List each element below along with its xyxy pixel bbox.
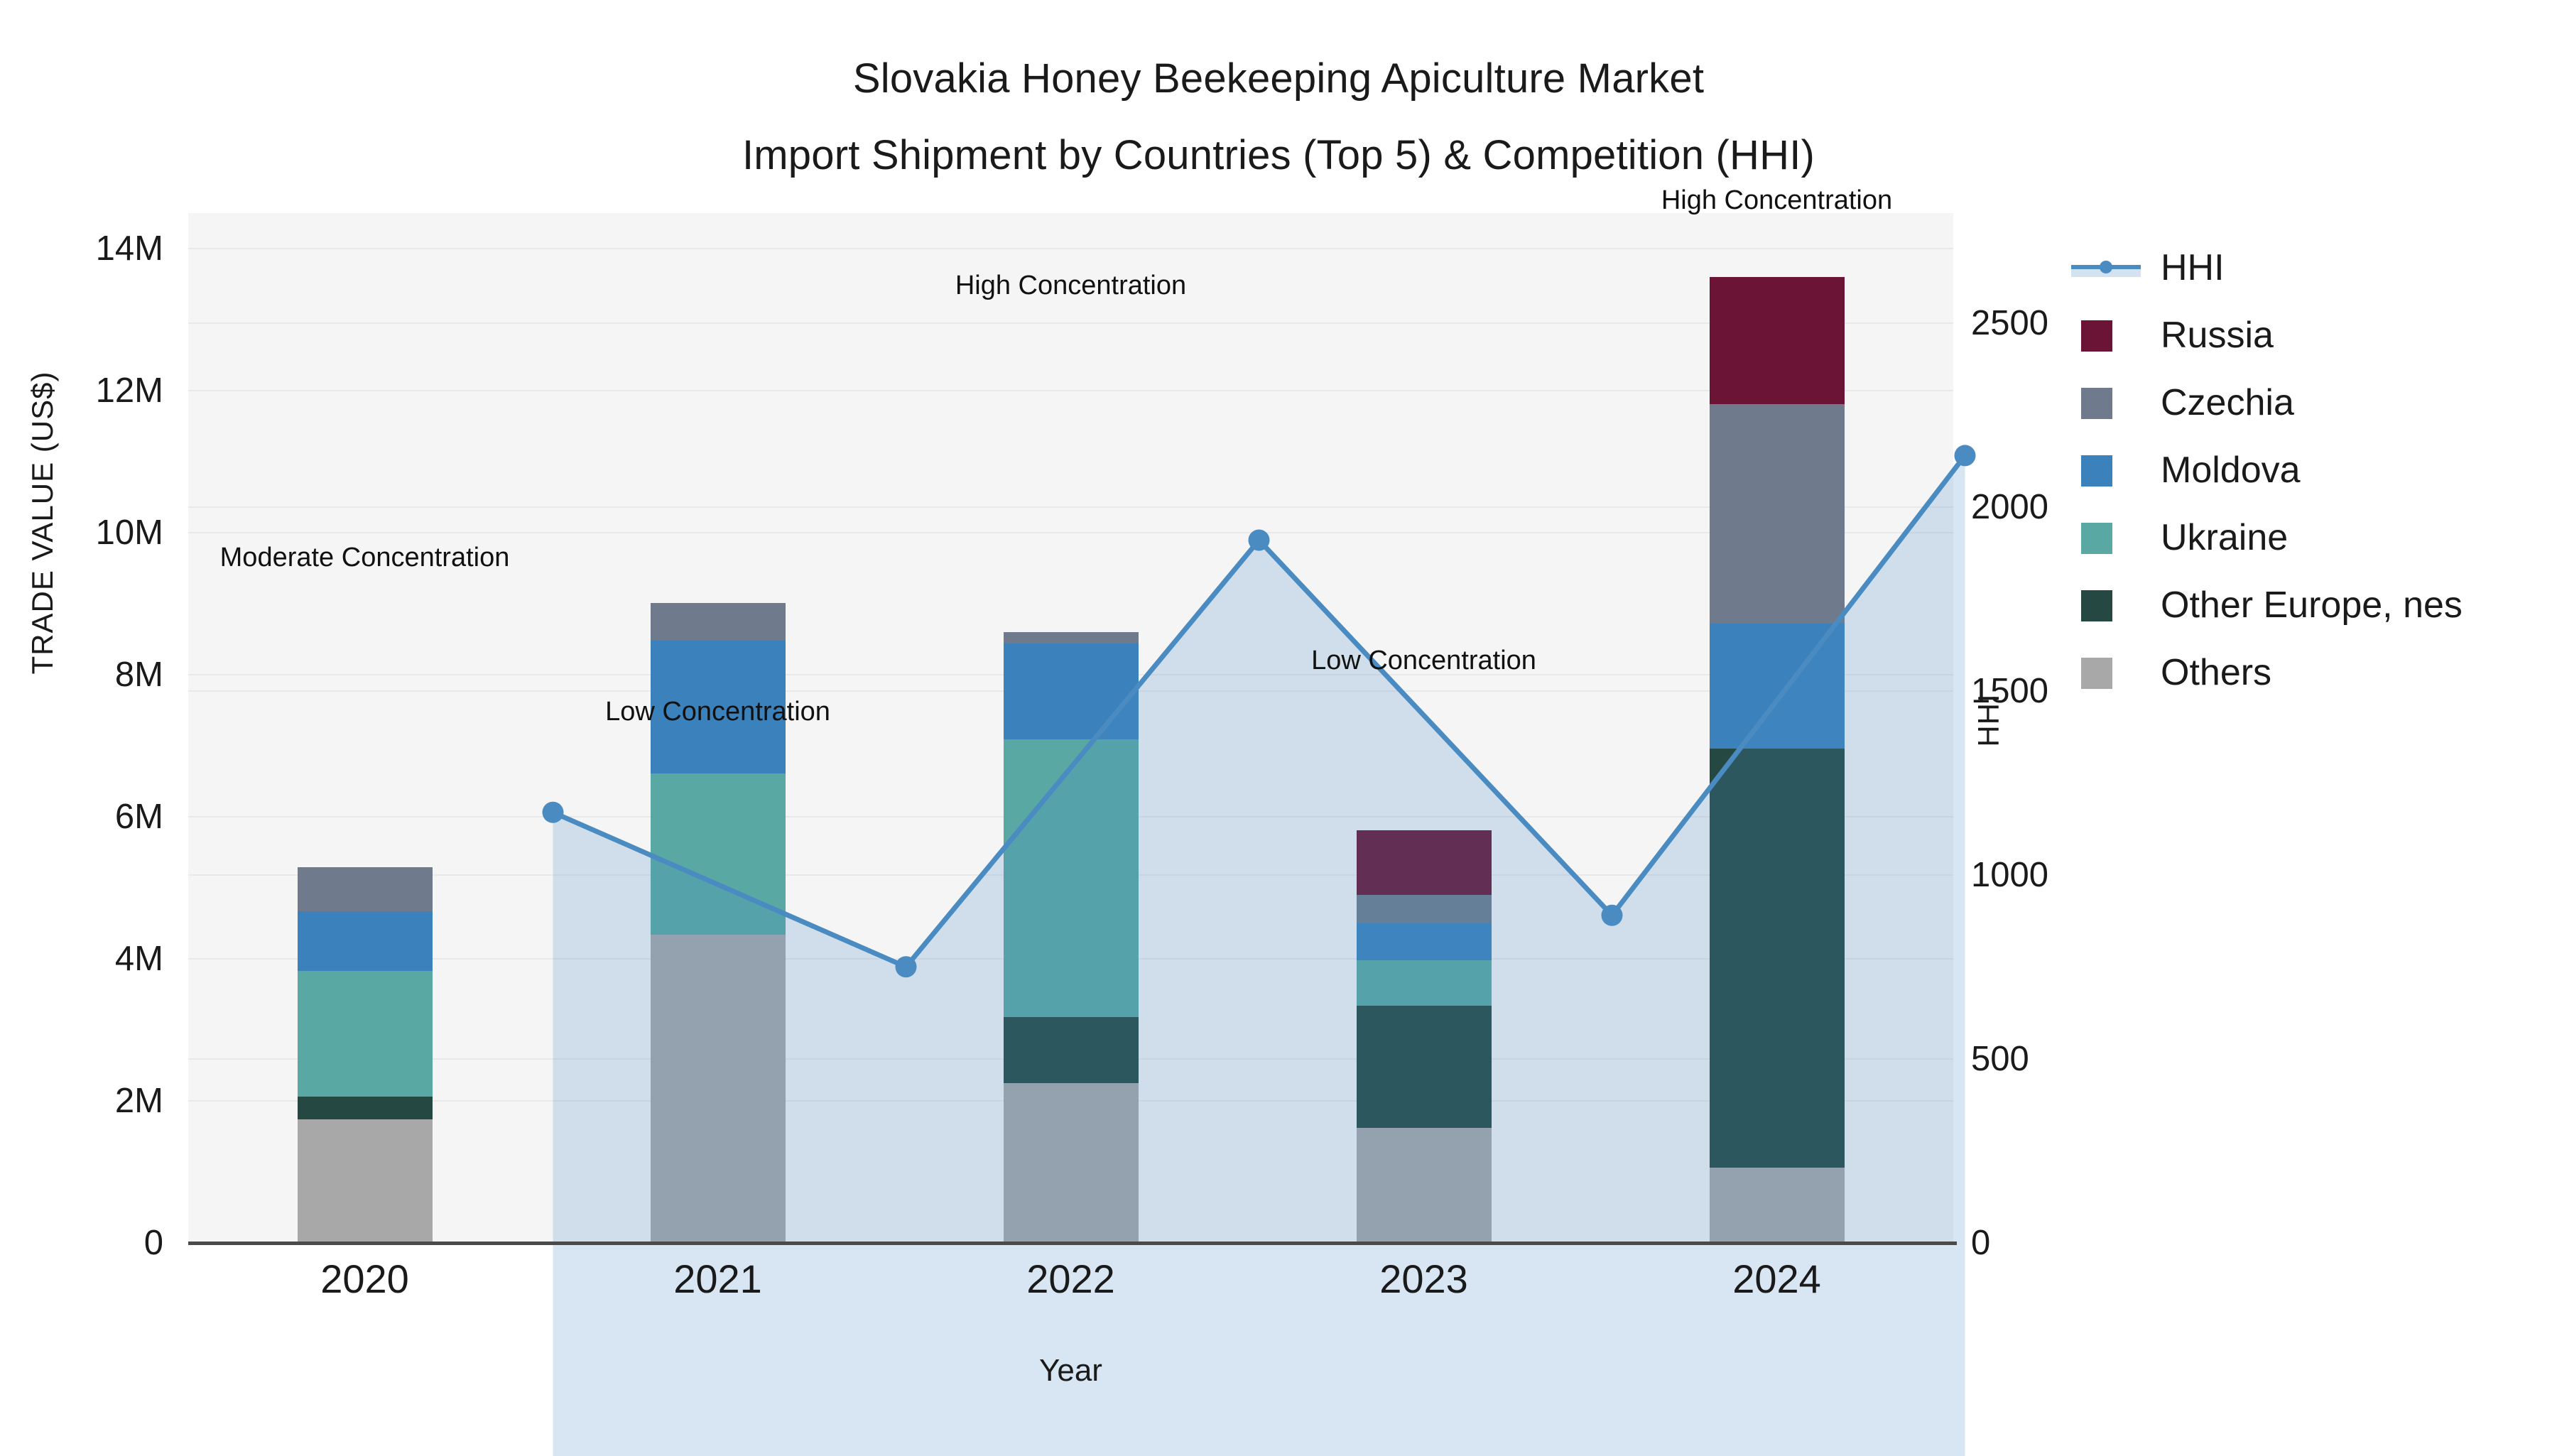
bar-segment[interactable] — [297, 971, 433, 1097]
bar-segment[interactable] — [650, 773, 786, 935]
y-axis-left-tick: 6M — [114, 798, 163, 836]
legend-label: Others — [2161, 652, 2272, 693]
bar-segment[interactable] — [297, 1119, 433, 1243]
bar-segment[interactable] — [1356, 830, 1492, 895]
y-axis-left-tick: 2M — [114, 1082, 163, 1120]
y-axis-right-tick: 500 — [1971, 1040, 2029, 1079]
gridline — [188, 248, 1953, 249]
legend-label: Ukraine — [2161, 517, 2289, 558]
concentration-label: Low Concentration — [1311, 645, 1536, 675]
y-axis-right-label: HHI — [1972, 693, 2005, 747]
bar-segment[interactable] — [297, 1097, 433, 1119]
x-axis-tick: 2023 — [1379, 1256, 1468, 1301]
legend-label: HHI — [2161, 247, 2225, 288]
x-axis-label: Year — [1039, 1353, 1102, 1388]
legend-item-hhi[interactable]: HHI — [2071, 234, 2543, 302]
chart-title-line-1: Slovakia Honey Beekeeping Apiculture Mar… — [852, 55, 1705, 102]
y-axis-left-tick: 0 — [143, 1224, 163, 1262]
bar-segment[interactable] — [1709, 749, 1845, 1168]
legend-item-russia[interactable]: Russia — [2081, 302, 2543, 369]
concentration-label: High Concentration — [1661, 185, 1893, 216]
hhi-point[interactable] — [542, 801, 564, 823]
bar-segment[interactable] — [1356, 895, 1492, 923]
y-axis-right-tick: 2500 — [1971, 304, 2049, 343]
hhi-line-series — [542, 445, 1976, 1456]
hhi-point[interactable] — [1601, 904, 1623, 926]
gridline — [188, 390, 1953, 391]
bar-segment[interactable] — [650, 603, 786, 641]
bar-segment[interactable] — [297, 911, 433, 971]
legend-item-others[interactable]: Others — [2081, 639, 2543, 707]
legend-swatch — [2081, 388, 2112, 419]
legend-item-ukraine[interactable]: Ukraine — [2081, 504, 2543, 572]
legend-swatch — [2081, 590, 2112, 621]
bar-segment[interactable] — [1356, 923, 1492, 960]
y-axis-left-label: TRADE VALUE (US$) — [26, 371, 59, 675]
gridline — [188, 322, 1953, 325]
bar-segment[interactable] — [1003, 739, 1139, 1017]
x-axis-tick: 2020 — [320, 1256, 409, 1301]
bar-segment[interactable] — [650, 641, 786, 773]
y-axis-left-tick: 10M — [95, 514, 163, 552]
bar-segment[interactable] — [1003, 632, 1139, 643]
bar-segment[interactable] — [650, 935, 786, 1243]
x-axis-tick: 2022 — [1026, 1256, 1115, 1301]
legend-label: Other Europe, nes — [2161, 585, 2463, 626]
bar-segment[interactable] — [1709, 1168, 1845, 1243]
chart-title-line-2: Import Shipment by Countries (Top 5) & C… — [742, 132, 1815, 178]
y-axis-right-tick: 1500 — [1971, 672, 2049, 711]
x-axis-tick: 2021 — [673, 1256, 762, 1301]
y-axis-right-tick: 1000 — [1971, 856, 2049, 895]
y-axis-left-tick: 8M — [114, 656, 163, 694]
bar-segment[interactable] — [1356, 1128, 1492, 1243]
bar-segment[interactable] — [1709, 404, 1845, 624]
bar-segment[interactable] — [1003, 1083, 1139, 1243]
legend: HHI Russia Czechia Moldova Ukraine Other Euro… — [2071, 234, 2543, 707]
x-axis-tick: 2024 — [1732, 1256, 1821, 1301]
plot-area — [188, 213, 1976, 1456]
bar-segment[interactable] — [297, 867, 433, 911]
legend-item-moldova[interactable]: Moldova — [2081, 437, 2543, 504]
bar-segment[interactable] — [1709, 277, 1845, 404]
concentration-label: Moderate Concentration — [219, 542, 510, 572]
concentration-label: High Concentration — [955, 270, 1187, 300]
hhi-area-fill — [553, 455, 1965, 1456]
legend-swatch — [2081, 523, 2112, 554]
legend-label: Moldova — [2161, 450, 2301, 491]
legend-item-other-europe-nes[interactable]: Other Europe, nes — [2081, 572, 2543, 639]
hhi-point[interactable] — [1248, 529, 1270, 551]
gridline — [188, 532, 1953, 533]
bar-segment[interactable] — [1003, 1017, 1139, 1083]
gridline — [188, 506, 1953, 509]
y-axis-left-tick: 4M — [114, 940, 163, 978]
concentration-label: Low Concentration — [605, 697, 830, 727]
bar-segment[interactable] — [1356, 960, 1492, 1006]
y-axis-right-tick: 0 — [1971, 1224, 1991, 1262]
legend-item-czechia[interactable]: Czechia — [2081, 369, 2543, 437]
bar-segment[interactable] — [1356, 1006, 1492, 1128]
bar-segment[interactable] — [1003, 643, 1139, 739]
legend-label: Czechia — [2161, 382, 2294, 423]
y-axis-right-tick: 2000 — [1971, 488, 2049, 527]
legend-label: Russia — [2161, 315, 2274, 356]
x-axis-line — [188, 1242, 1957, 1245]
legend-swatch — [2081, 658, 2112, 689]
hhi-legend-line-icon — [2071, 261, 2141, 277]
y-axis-left-tick: 14M — [95, 229, 163, 268]
legend-swatch — [2081, 455, 2112, 487]
y-axis-left-tick: 12M — [95, 371, 163, 410]
hhi-point[interactable] — [1954, 445, 1976, 467]
legend-swatch — [2081, 320, 2112, 352]
hhi-markers — [542, 445, 1976, 978]
hhi-point[interactable] — [895, 956, 917, 978]
